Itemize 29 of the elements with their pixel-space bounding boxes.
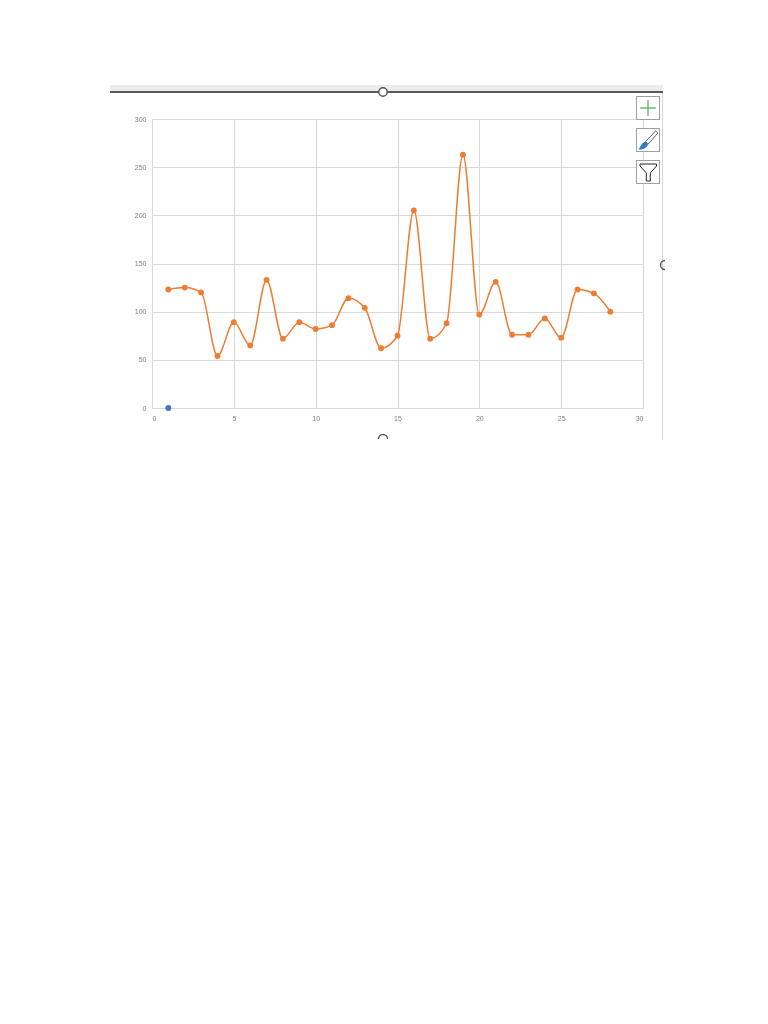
point: [509, 331, 515, 338]
point: [263, 276, 270, 283]
point: [214, 353, 221, 359]
point: [165, 405, 172, 411]
point: [427, 335, 434, 342]
point: [181, 284, 188, 291]
point: [607, 308, 614, 315]
point: [247, 342, 254, 349]
point: [525, 331, 532, 338]
point: [574, 286, 581, 293]
point: [476, 311, 483, 318]
point: [230, 319, 237, 326]
point: [460, 151, 466, 158]
point: [280, 335, 286, 342]
point: [443, 320, 450, 327]
point: [541, 315, 548, 322]
point: [312, 326, 319, 332]
point: [378, 345, 385, 352]
point: [492, 278, 499, 285]
point: [410, 207, 417, 214]
point: [165, 286, 172, 293]
point: [558, 334, 565, 341]
point: [394, 332, 401, 339]
point: [590, 290, 597, 297]
point: [198, 289, 205, 296]
point: [345, 295, 352, 302]
point: [361, 304, 368, 311]
point: [296, 319, 303, 326]
point: [329, 322, 335, 329]
